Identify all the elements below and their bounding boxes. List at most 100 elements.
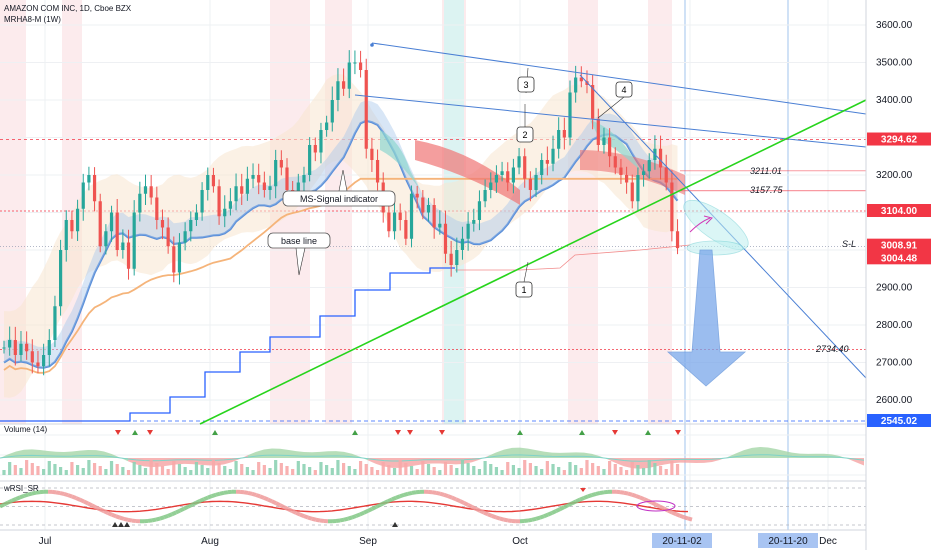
rsi-osc-628 [628,494,632,495]
rsi-osc-404 [404,494,408,495]
vol-wave-10 [80,450,88,458]
rsi-osc-60 [60,493,64,494]
time-tick-4: Dec [819,536,837,547]
session-bands [0,0,788,530]
rsi-osc-172 [172,512,176,514]
rsi-osc-600 [600,492,604,493]
candle-body-96 [546,160,549,164]
rsi-osc-528 [528,520,532,521]
vol-wave-53 [424,458,432,464]
vol-wave-95 [760,447,768,458]
rsi-osc-200 [200,499,204,501]
candle-body-99 [563,130,566,138]
level-label-3211: 3211.01 [750,166,782,176]
vol-bar-57 [325,465,328,475]
candle-body-13 [76,209,79,232]
rsi-osc-464 [464,503,468,505]
vol-bar-111 [631,462,634,475]
rsi-osc-468 [468,505,472,507]
rsi-osc-88 [88,503,92,505]
vol-bar-97 [551,464,554,475]
rsi-osc-292 [292,511,296,513]
price-tick-7: 2900.00 [876,283,913,294]
rsi-osc-104 [104,511,108,513]
rsi-osc-100 [100,509,104,511]
rsi-osc-568 [568,503,572,505]
candle-body-69 [393,213,396,232]
candle-body-24 [138,194,141,213]
rsi-marker-1 [118,522,124,527]
wave-1-label: 1 [521,285,526,295]
price-tick-2: 3400.00 [876,95,913,106]
vol-bar-34 [195,462,198,475]
vol-bar-30 [172,461,175,475]
price-axis-bg [866,0,932,550]
vol-bar-28 [161,466,164,475]
vol-bar-98 [557,467,560,475]
candle-body-59 [336,81,339,100]
candle-body-64 [365,70,368,149]
vol-bar-92 [523,460,526,475]
candle-body-39 [223,209,226,217]
candle-body-116 [659,149,662,168]
vol-bar-0 [2,470,5,475]
rsi-osc-156 [156,519,160,520]
rsi-osc-4 [4,503,8,505]
candle-body-74 [421,198,424,213]
candle-body-76 [433,205,436,228]
vol-bar-45 [257,462,260,475]
vol-bar-1 [8,462,11,475]
vol-bar-77 [438,470,441,475]
vol-wave-102 [816,454,824,458]
vol-marker-0 [115,430,121,435]
rsi-osc-668 [668,511,672,513]
vol-wave-37 [296,451,304,458]
vol-wave-2 [16,450,24,458]
vol-bar-15 [87,460,90,475]
vol-wave-7 [56,452,64,458]
rsi-osc-392 [392,498,396,500]
time-tick-1: Aug [201,536,219,547]
rsi-osc-644 [644,499,648,501]
candle-body-90 [512,168,515,183]
vol-wave-66 [528,449,536,458]
vol-marker-9 [579,430,585,435]
vol-bar-104 [591,463,594,475]
rsi-osc-276 [276,503,280,505]
vol-wave-80 [640,458,648,469]
rsi-osc-304 [304,516,308,517]
rsi-osc-180 [180,509,184,511]
candle-body-15 [87,175,90,183]
rsi-osc-308 [308,518,312,519]
candle-body-75 [427,205,430,213]
base-line-text: base line [281,236,317,246]
vol-bar-76 [433,467,436,475]
candle-body-109 [619,168,622,176]
vol-bar-59 [336,460,339,475]
rsi-osc-8 [8,501,12,503]
candle-body-110 [625,175,628,183]
vol-bar-75 [427,464,430,475]
rsi-osc-312 [312,519,316,520]
vol-bar-81 [461,460,464,475]
vol-bar-69 [393,468,396,475]
vol-wave-85 [680,458,688,463]
rsi-osc-84 [84,502,88,504]
candle-body-68 [387,213,390,232]
vol-bar-10 [59,467,62,475]
rsi-osc-296 [296,513,300,515]
vol-bar-93 [529,463,532,475]
rsi-osc-204 [204,498,208,500]
rsi-osc-120 [120,518,124,519]
vol-wave-99 [792,453,800,458]
price-badge-1: 3104.00 [881,206,918,217]
rsi-osc-264 [264,498,268,500]
rsi-osc-252 [252,494,256,495]
vol-bar-31 [178,464,181,475]
candle-body-31 [178,243,181,273]
indicator-label: MRHA8-M (1W) [4,15,61,24]
rsi-osc-384 [384,501,388,503]
vol-marker-6 [407,430,413,435]
candle-body-45 [257,175,260,183]
